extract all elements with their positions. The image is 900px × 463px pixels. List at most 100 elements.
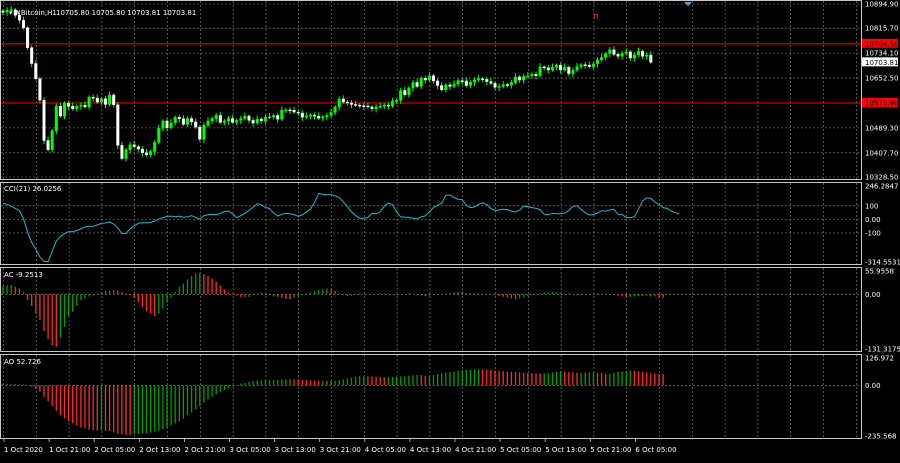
candle-body[interactable] — [30, 47, 34, 64]
candle-body[interactable] — [13, 9, 17, 16]
candle-body[interactable] — [181, 118, 185, 125]
candle-body[interactable] — [329, 112, 333, 116]
candle-body[interactable] — [313, 114, 317, 117]
candle-body[interactable] — [567, 66, 571, 74]
candle-body[interactable] — [612, 49, 616, 55]
candle-body[interactable] — [165, 120, 169, 128]
candle-body[interactable] — [563, 66, 567, 71]
candle-body[interactable] — [304, 115, 308, 118]
candle-body[interactable] — [300, 112, 304, 118]
candle-body[interactable] — [87, 96, 91, 108]
candle-body[interactable] — [46, 140, 50, 150]
candle-body[interactable] — [333, 106, 337, 113]
candle-body[interactable] — [358, 104, 362, 107]
candle-body[interactable] — [637, 51, 641, 56]
candle-body[interactable] — [144, 152, 148, 156]
candle-body[interactable] — [579, 64, 583, 67]
candle-body[interactable] — [95, 97, 99, 103]
candle-body[interactable] — [247, 115, 251, 121]
candle-body[interactable] — [632, 54, 636, 59]
candle-body[interactable] — [173, 117, 177, 123]
candle-body[interactable] — [509, 82, 513, 86]
candle-body[interactable] — [456, 80, 460, 85]
candle-body[interactable] — [214, 115, 218, 119]
candle-body[interactable] — [235, 120, 239, 123]
candle-body[interactable] — [157, 128, 161, 143]
candle-body[interactable] — [468, 81, 472, 86]
candle-body[interactable] — [218, 115, 222, 123]
candle-body[interactable] — [169, 122, 173, 128]
candle-body[interactable] — [559, 65, 563, 71]
candle-body[interactable] — [239, 118, 243, 121]
candle-body[interactable] — [63, 103, 67, 117]
candle-body[interactable] — [153, 142, 157, 152]
candle-body[interactable] — [222, 120, 226, 123]
candle-body[interactable] — [518, 76, 522, 81]
candle-body[interactable] — [415, 82, 419, 87]
candle-body[interactable] — [34, 63, 38, 80]
cci-line[interactable] — [2, 192, 680, 263]
candle-body[interactable] — [423, 77, 427, 81]
candle-body[interactable] — [292, 110, 296, 113]
cci-panel[interactable] — [2, 192, 680, 263]
candle-body[interactable] — [259, 118, 263, 122]
candle-body[interactable] — [370, 106, 374, 109]
candle-body[interactable] — [276, 115, 280, 120]
candle-body[interactable] — [120, 145, 124, 159]
candle-body[interactable] — [514, 76, 518, 83]
candle-body[interactable] — [649, 54, 653, 63]
candle-body[interactable] — [341, 98, 345, 103]
candle-body[interactable] — [399, 90, 403, 101]
candle-body[interactable] — [538, 66, 542, 76]
candle-body[interactable] — [608, 49, 612, 54]
candle-body[interactable] — [522, 76, 526, 81]
candle-body[interactable] — [194, 121, 198, 128]
candle-body[interactable] — [403, 90, 407, 95]
candle-body[interactable] — [501, 84, 505, 87]
candle-body[interactable] — [448, 84, 452, 87]
candle-body[interactable] — [91, 96, 95, 99]
candle-body[interactable] — [575, 66, 579, 71]
candle-body[interactable] — [325, 115, 329, 117]
candle-body[interactable] — [604, 53, 608, 58]
candle-body[interactable] — [382, 104, 386, 107]
candle-body[interactable] — [268, 116, 272, 118]
candle-body[interactable] — [386, 104, 390, 107]
candle-body[interactable] — [419, 77, 423, 87]
candle-body[interactable] — [362, 105, 366, 107]
candle-body[interactable] — [620, 53, 624, 57]
candle-body[interactable] — [337, 98, 341, 108]
candle-body[interactable] — [407, 87, 411, 95]
scroll-shift-icon[interactable] — [684, 2, 692, 6]
candle-body[interactable] — [9, 9, 13, 11]
candle-body[interactable] — [542, 66, 546, 69]
candle-body[interactable] — [26, 27, 30, 48]
candle-body[interactable] — [83, 104, 87, 108]
candle-body[interactable] — [485, 79, 489, 82]
candle-body[interactable] — [534, 74, 538, 76]
candle-body[interactable] — [645, 54, 649, 57]
candle-body[interactable] — [288, 109, 292, 112]
candle-body[interactable] — [112, 94, 116, 105]
candle-body[interactable] — [587, 64, 591, 67]
candle-body[interactable] — [345, 101, 349, 104]
candle-body[interactable] — [132, 144, 136, 147]
candle-body[interactable] — [284, 109, 288, 112]
candle-body[interactable] — [54, 106, 58, 131]
candle-body[interactable] — [50, 130, 54, 150]
candle-body[interactable] — [436, 80, 440, 86]
trade-marker[interactable]: Π — [593, 13, 598, 21]
candle-body[interactable] — [75, 106, 79, 109]
candle-body[interactable] — [116, 104, 120, 146]
candle-body[interactable] — [497, 86, 501, 88]
candle-body[interactable] — [99, 98, 103, 103]
candle-body[interactable] — [140, 148, 144, 153]
candle-body[interactable] — [391, 101, 395, 107]
candle-body[interactable] — [108, 94, 112, 105]
candle-body[interactable] — [280, 110, 284, 120]
candle-body[interactable] — [427, 75, 431, 81]
candle-body[interactable] — [71, 106, 75, 109]
candle-body[interactable] — [296, 111, 300, 114]
candle-body[interactable] — [374, 106, 378, 109]
